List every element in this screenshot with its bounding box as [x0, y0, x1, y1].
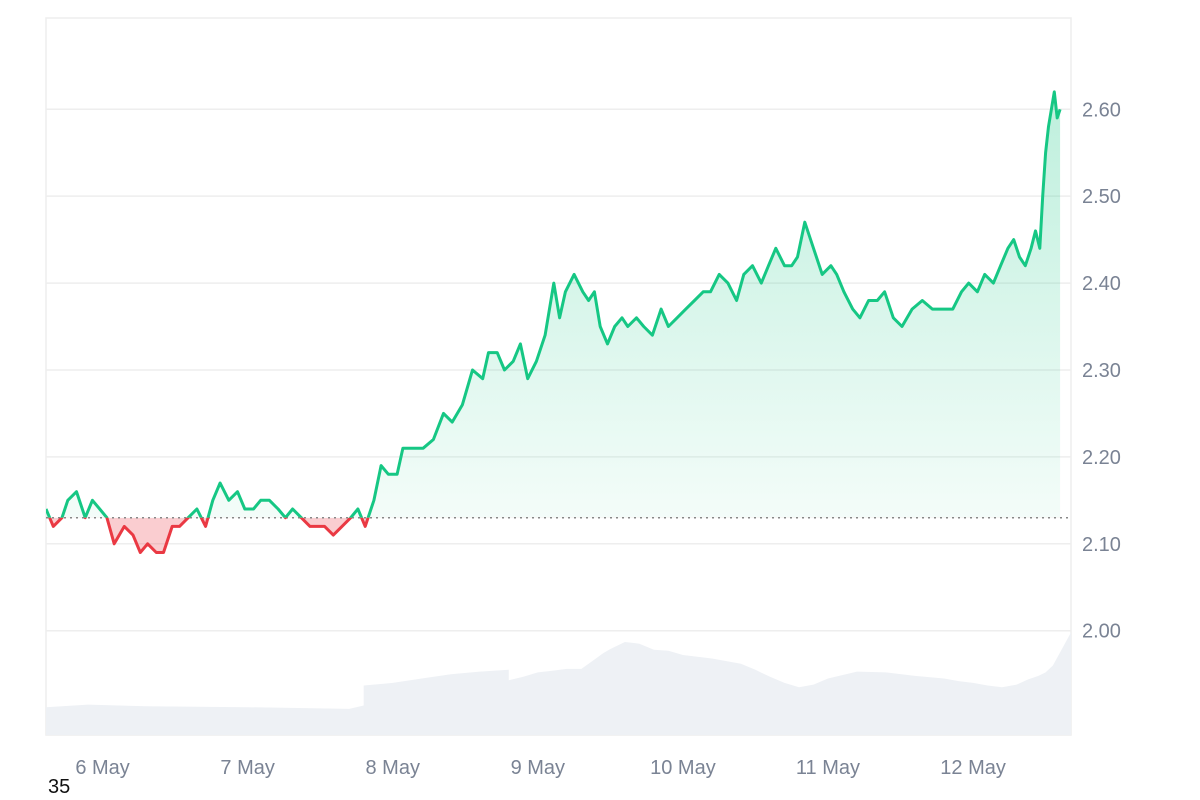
y-tick-label: 2.40 [1082, 273, 1121, 295]
volume-area [46, 632, 1071, 735]
x-tick-label: 12 May [940, 757, 1006, 779]
y-tick-label: 2.60 [1082, 99, 1121, 121]
fill-below-baseline [49, 517, 369, 553]
y-tick-label: 2.10 [1082, 534, 1121, 556]
price-line [46, 90, 1062, 554]
fill-above-baseline [46, 91, 1061, 518]
x-tick-label: 11 May [796, 757, 860, 779]
y-tick-label: 2.00 [1082, 621, 1121, 643]
x-tick-label: 10 May [650, 757, 716, 779]
x-axis-ticks: 6 May 7 May 8 May 9 May 10 May 11 May 12 May [75, 757, 1006, 779]
corner-label: 35 [48, 776, 71, 798]
x-tick-label: 7 May [220, 757, 274, 779]
y-tick-label: 2.30 [1082, 360, 1121, 382]
price-line-up [46, 90, 1062, 518]
x-tick-label: 6 May [75, 757, 129, 779]
x-tick-label: 9 May [511, 757, 565, 779]
y-axis-ticks: 2.00 2.10 2.20 2.30 2.40 2.50 2.60 [1082, 99, 1121, 642]
price-fill [46, 91, 1061, 553]
y-tick-label: 2.50 [1082, 186, 1121, 208]
volume-series [46, 632, 1071, 735]
y-tick-label: 2.20 [1082, 447, 1121, 469]
x-tick-label: 8 May [366, 757, 420, 779]
